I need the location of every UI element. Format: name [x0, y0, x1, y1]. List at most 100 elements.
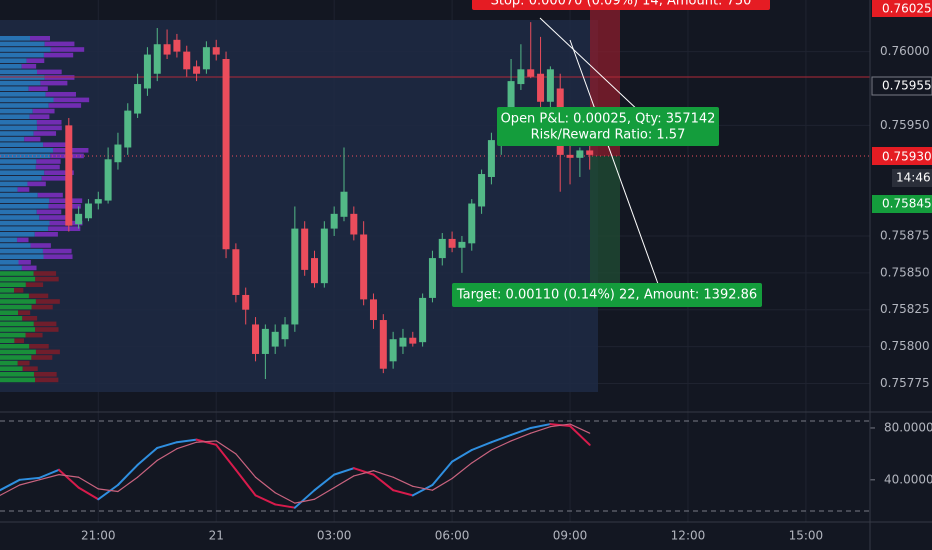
candle-body — [576, 150, 584, 158]
y-tick-label: 0.75950 — [880, 118, 930, 132]
y-tick-label: 0.75775 — [880, 376, 930, 390]
candle-body — [84, 203, 92, 219]
profile-bar — [17, 237, 29, 243]
price-badge-label: 0.75930 — [882, 150, 932, 164]
oscillator-line — [431, 460, 454, 486]
candle-body — [291, 228, 299, 325]
profile-bar — [0, 52, 44, 58]
profile-bar — [31, 304, 53, 310]
profile-bar — [35, 327, 59, 332]
oscillator-line — [175, 438, 198, 444]
candle-body — [193, 66, 201, 74]
axes: 21:00 21 03:00 06:00 09:00 12:00 15:00 0.75775 0… — [81, 44, 932, 542]
oscillator-line — [235, 453, 257, 478]
profile-bar — [0, 366, 23, 371]
profile-bar — [0, 125, 38, 131]
candle-body — [448, 238, 456, 248]
oscillator-line — [530, 426, 551, 434]
oscillator-line — [569, 423, 591, 434]
profile-bar — [0, 215, 40, 220]
candle-body — [212, 47, 220, 55]
profile-bar — [25, 282, 44, 287]
profile-bar — [0, 103, 49, 108]
oscillator-line — [333, 467, 355, 476]
oscillator-line — [18, 476, 41, 481]
profile-bar — [35, 349, 60, 355]
oscillator-line — [510, 426, 532, 436]
oscillator-line — [274, 503, 296, 509]
candle-body — [311, 258, 319, 284]
candle-body — [409, 337, 417, 344]
trade-line — [569, 39, 667, 307]
target-label: Target: 0.00110 (0.14%) 22, Amount: 1392… — [456, 288, 757, 303]
oscillator-line — [451, 449, 473, 463]
candle-body — [261, 328, 269, 354]
stop-box — [472, 0, 770, 10]
candle-body — [320, 228, 328, 284]
profile-bar — [17, 187, 30, 192]
profile-bar — [0, 372, 34, 377]
oscillator-line — [510, 432, 532, 442]
oscillator-line — [254, 476, 276, 494]
candle-body — [271, 331, 279, 347]
candle-body — [517, 69, 525, 85]
profile-bar — [0, 80, 41, 86]
date-range-box — [0, 20, 598, 392]
profile-bar — [37, 192, 63, 198]
pnl-label: Open P&L: 0.00025, Qty: 357142 — [501, 112, 716, 127]
price-badge-label: 0.75955 — [882, 79, 932, 93]
profile-bar — [28, 293, 49, 299]
candle-body — [369, 299, 377, 321]
candle-body — [75, 213, 83, 225]
oscillator-line — [0, 478, 21, 492]
candle-body — [281, 324, 289, 340]
candle-body — [586, 150, 594, 155]
profile-bar — [0, 131, 34, 136]
oscillator-line — [411, 484, 434, 497]
y-tick-label: 40.0000 — [884, 472, 932, 486]
oscillator-line — [116, 463, 139, 486]
profile-bar — [0, 176, 42, 181]
price-badge-label: 0.76025 — [882, 2, 932, 16]
candle-body — [468, 203, 476, 244]
profile-bar — [43, 254, 73, 259]
profile-bar — [0, 282, 26, 287]
oscillator-line — [0, 484, 21, 496]
profile-bar — [36, 120, 62, 125]
oscillator-line — [412, 485, 434, 491]
profile-bar — [0, 304, 32, 310]
profile-bar — [0, 316, 23, 321]
candle-body — [222, 58, 230, 250]
profile-bar — [0, 36, 30, 41]
candle-body — [458, 241, 466, 248]
profile-bar — [0, 64, 22, 69]
profile-bar — [45, 92, 76, 97]
oscillator-line — [471, 449, 493, 464]
candle-body — [202, 47, 210, 70]
candle-body — [379, 320, 387, 369]
price-badge-label: 0.75845 — [882, 197, 932, 211]
oscillator-line — [274, 492, 296, 504]
y-tick-label: 0.75875 — [880, 228, 930, 242]
profile-bar — [0, 209, 37, 215]
profile-bar — [0, 198, 50, 203]
oscillator-line — [353, 470, 375, 477]
candle-body — [104, 159, 112, 201]
profile-bar — [37, 125, 62, 131]
candle-body — [134, 84, 142, 114]
oscillator-line — [97, 484, 119, 501]
profile-bar — [0, 377, 36, 383]
y-tick-label: 0.76000 — [880, 44, 930, 58]
oscillator-line — [136, 446, 159, 466]
oscillator-line — [431, 477, 453, 491]
profile-bar — [0, 69, 38, 75]
profile-bar — [0, 265, 22, 271]
profile-bar — [0, 153, 51, 159]
oscillator-line — [38, 468, 60, 479]
oscillator-line — [490, 440, 512, 451]
oscillator-line — [195, 440, 217, 443]
trade-line — [539, 17, 643, 115]
profile-bar — [0, 170, 45, 175]
oscillator-line — [234, 468, 257, 497]
candle-body — [350, 213, 358, 235]
